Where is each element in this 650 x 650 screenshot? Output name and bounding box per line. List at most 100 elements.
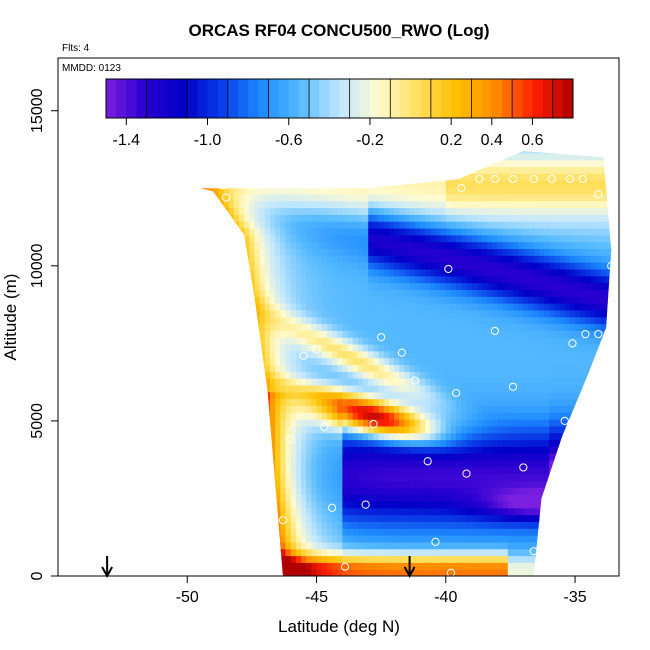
heatmap-cell xyxy=(409,453,416,461)
heatmap-cell xyxy=(357,473,364,482)
heatmap-cell xyxy=(244,487,250,495)
heatmap-cell xyxy=(575,268,581,277)
heatmap-cell xyxy=(394,330,400,338)
heatmap-cell xyxy=(213,221,219,229)
heatmap-cell xyxy=(264,255,271,263)
heatmap-cell xyxy=(383,371,390,379)
heatmap-cell xyxy=(487,500,493,509)
heatmap-cell xyxy=(466,221,473,229)
heatmap-cell xyxy=(425,425,431,434)
heatmap-cell xyxy=(549,262,555,270)
heatmap-cell xyxy=(223,173,230,181)
heatmap-cell xyxy=(238,487,245,495)
heatmap-cell xyxy=(456,309,462,318)
heatmap-cell xyxy=(461,405,468,413)
heatmap-cell xyxy=(492,548,499,557)
heatmap-cell xyxy=(202,487,209,495)
heatmap-cell xyxy=(342,152,349,161)
heatmap-cell xyxy=(373,521,380,529)
heatmap-cell xyxy=(538,200,545,209)
heatmap-cell xyxy=(476,214,483,222)
heatmap-cell xyxy=(425,371,431,379)
heatmap-cell xyxy=(326,453,333,461)
heatmap-cell xyxy=(306,275,312,284)
heatmap-cell xyxy=(575,541,581,550)
heatmap-cell xyxy=(450,282,457,290)
heatmap-cell xyxy=(502,303,509,311)
heatmap-cell xyxy=(580,357,586,366)
heatmap-cell xyxy=(414,316,421,325)
heatmap-cell xyxy=(347,193,354,202)
heatmap-cell xyxy=(326,371,333,379)
heatmap-cell xyxy=(264,248,271,256)
heatmap-cell xyxy=(357,398,364,406)
heatmap-cell xyxy=(528,562,535,570)
heatmap-cell xyxy=(409,255,416,263)
heatmap-cell xyxy=(435,419,442,427)
heatmap-cell xyxy=(259,459,266,468)
heatmap-cell xyxy=(259,494,266,502)
heatmap-cell xyxy=(264,378,271,386)
heatmap-cell xyxy=(259,159,266,168)
heatmap-cell xyxy=(575,521,581,529)
heatmap-cell xyxy=(259,221,266,229)
heatmap-cell xyxy=(337,473,343,482)
heatmap-cell xyxy=(445,343,452,352)
heatmap-cell xyxy=(435,405,442,413)
heatmap-cell xyxy=(238,466,245,475)
heatmap-cell xyxy=(476,309,483,318)
heatmap-cell xyxy=(476,473,483,482)
heatmap-cell xyxy=(290,241,297,250)
heatmap-cell xyxy=(357,494,364,502)
heatmap-cell xyxy=(264,234,271,243)
heatmap-cell xyxy=(326,412,333,420)
heatmap-cell xyxy=(244,378,250,386)
heatmap-cell xyxy=(207,507,214,516)
heatmap-cell xyxy=(249,193,256,202)
heatmap-cell xyxy=(301,152,307,161)
heatmap-cell xyxy=(430,494,437,502)
heatmap-cell xyxy=(187,208,193,215)
heatmap-cell xyxy=(311,337,318,345)
heatmap-cell xyxy=(378,541,385,550)
heatmap-cell xyxy=(306,459,312,468)
heatmap-cell xyxy=(228,343,235,352)
heatmap-cell xyxy=(378,507,385,516)
heatmap-cell xyxy=(399,241,406,250)
heatmap-cell xyxy=(347,480,354,488)
heatmap-cell xyxy=(269,343,276,352)
heatmap-cell xyxy=(569,151,576,154)
heatmap-cell xyxy=(254,405,261,413)
heatmap-cell xyxy=(238,569,245,576)
heatmap-cell xyxy=(414,487,421,495)
heatmap-cell xyxy=(559,316,566,325)
heatmap-cell xyxy=(207,412,214,420)
heatmap-cell xyxy=(233,535,240,543)
heatmap-cell xyxy=(554,419,561,427)
heatmap-cell xyxy=(430,405,437,413)
heatmap-cell xyxy=(544,207,550,215)
heatmap-cell xyxy=(487,166,493,174)
heatmap-cell xyxy=(280,364,287,372)
heatmap-cell xyxy=(523,487,530,495)
heatmap-cell xyxy=(213,500,219,509)
heatmap-cell xyxy=(502,500,509,509)
heatmap-cell xyxy=(347,309,354,318)
heatmap-cell xyxy=(238,309,245,318)
heatmap-cell xyxy=(342,364,349,372)
heatmap-cell xyxy=(575,275,581,284)
heatmap-cell xyxy=(502,432,509,441)
heatmap-cell xyxy=(202,241,209,250)
heatmap-cell xyxy=(285,391,292,400)
heatmap-cell xyxy=(419,152,426,161)
heatmap-cell xyxy=(564,541,571,550)
heatmap-cell xyxy=(528,419,535,427)
heatmap-cell xyxy=(564,535,571,543)
heatmap-cell xyxy=(342,541,349,550)
heatmap-cell xyxy=(440,446,447,454)
heatmap-cell xyxy=(238,371,245,379)
heatmap-cell xyxy=(357,439,364,447)
heatmap-cell xyxy=(425,535,431,543)
heatmap-cell xyxy=(569,541,576,550)
heatmap-cell xyxy=(342,500,349,509)
